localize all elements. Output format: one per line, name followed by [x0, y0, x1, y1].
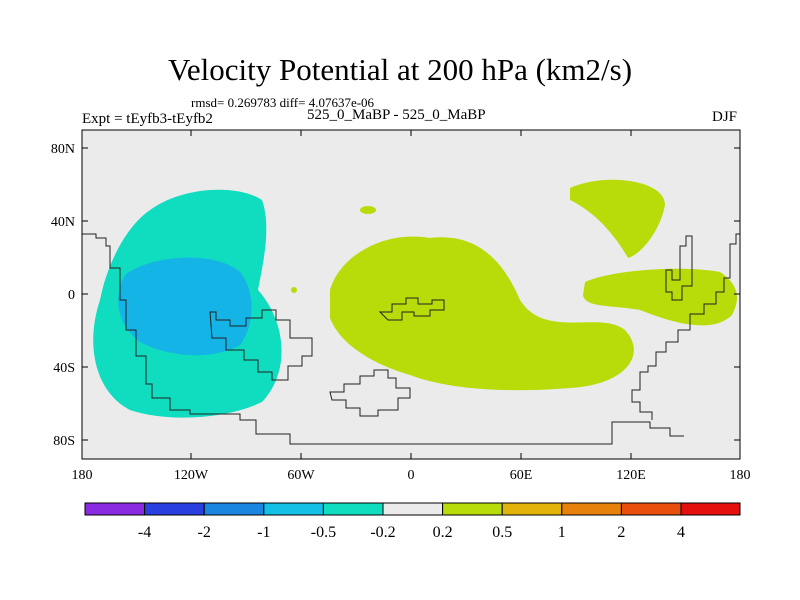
contour-positive-east — [583, 268, 737, 326]
lon-label-120w: 120W — [174, 468, 209, 483]
lat-label-80s: 80S — [53, 434, 75, 449]
coastlines — [82, 233, 740, 445]
stats-label: rmsd= 0.269783 diff= 4.07637e-06 — [191, 95, 375, 110]
colorbar-box-5 — [322, 502, 384, 516]
colorbar-label-9: 2 — [617, 524, 625, 541]
contour-negative-inner — [118, 257, 252, 356]
contour-positive-small — [360, 206, 376, 214]
experiment-label: Expt = tEyfb3-tEyfb2 — [82, 111, 213, 127]
lat-label-0: 0 — [68, 288, 75, 303]
lon-ticks — [190, 130, 632, 459]
colorbar-label-3: -1 — [257, 524, 270, 541]
colorbar-box-3 — [203, 502, 265, 516]
colorbar-label-2: -2 — [198, 524, 211, 541]
lat-label-40s: 40S — [53, 361, 75, 376]
colorbar-box-4 — [263, 502, 324, 516]
colorbar — [84, 502, 741, 516]
colorbar-box-8 — [501, 502, 563, 516]
colorbar-box-2 — [144, 502, 205, 516]
colorbar-label-5: -0.2 — [370, 524, 395, 541]
contour-positive-central — [330, 236, 634, 391]
lat-ticks — [82, 147, 740, 441]
colorbar-box-6 — [382, 502, 444, 516]
colorbar-label-8: 1 — [558, 524, 566, 541]
lon-label-180e: 180 — [730, 468, 751, 483]
colorbar-box-11 — [680, 502, 741, 516]
contour-positive-northeast — [570, 179, 665, 258]
lon-label-60w: 60W — [287, 468, 315, 483]
lon-label-180w: 180 — [72, 468, 93, 483]
colorbar-label-6: 0.2 — [433, 524, 453, 541]
lat-label-40n: 40N — [51, 215, 75, 230]
season-label: DJF — [712, 109, 738, 125]
colorbar-label-10: 4 — [677, 524, 685, 541]
lon-label-120e: 120E — [616, 468, 646, 483]
colorbar-box-9 — [561, 502, 622, 516]
chart-title: Velocity Potential at 200 hPa (km2/s) — [167, 52, 633, 87]
lon-label-60e: 60E — [510, 468, 533, 483]
colorbar-label-1: -4 — [138, 524, 151, 541]
colorbar-label-7: 0.5 — [492, 524, 512, 541]
lon-label-0: 0 — [408, 468, 415, 483]
contour-positive-dot — [291, 287, 297, 293]
case-label: 525_0_MaBP - 525_0_MaBP — [307, 107, 486, 123]
colorbar-box-7 — [442, 502, 503, 516]
colorbar-box-10 — [620, 502, 682, 516]
colorbar-label-4: -0.5 — [311, 524, 336, 541]
lat-label-80n: 80N — [51, 142, 75, 157]
colorbar-box-1 — [84, 502, 146, 516]
